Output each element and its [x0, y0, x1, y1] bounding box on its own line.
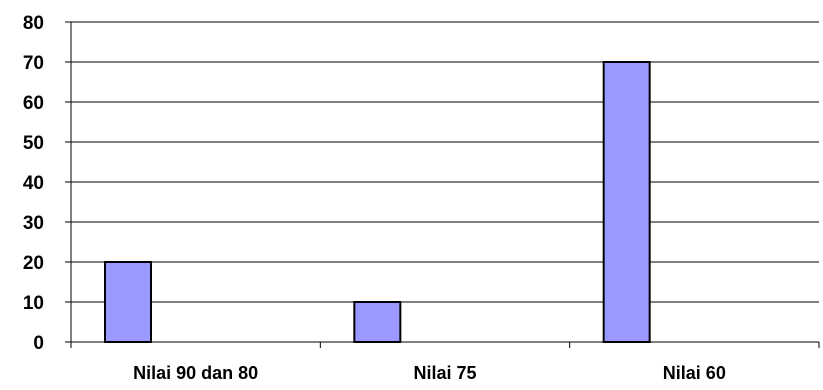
y-tick-label-30: 30 — [23, 213, 44, 234]
y-tick-label-50: 50 — [23, 133, 44, 154]
bar-3 — [602, 61, 651, 343]
y-tick-labels: 0 10 20 30 40 50 60 70 80 — [23, 13, 44, 354]
y-tick-label-70: 70 — [23, 53, 44, 74]
x-category-label-2: Nilai 75 — [413, 363, 476, 383]
gridlines — [71, 21, 819, 303]
bar-1 — [104, 261, 152, 343]
x-category-label-1: Nilai 90 dan 80 — [133, 363, 258, 383]
y-tick-label-10: 10 — [23, 293, 44, 314]
y-tick-label-60: 60 — [23, 93, 44, 114]
y-tick-label-40: 40 — [23, 173, 44, 194]
y-tick-label-20: 20 — [23, 253, 44, 274]
x-category-label-3: Nilai 60 — [663, 363, 726, 383]
bar-2 — [353, 301, 402, 343]
y-tick-label-80: 80 — [23, 13, 44, 34]
y-tick-label-0: 0 — [33, 333, 44, 354]
x-tick-labels: Nilai 90 dan 80 Nilai 75 Nilai 60 — [133, 363, 726, 383]
bars — [104, 61, 651, 343]
axes — [65, 21, 820, 348]
